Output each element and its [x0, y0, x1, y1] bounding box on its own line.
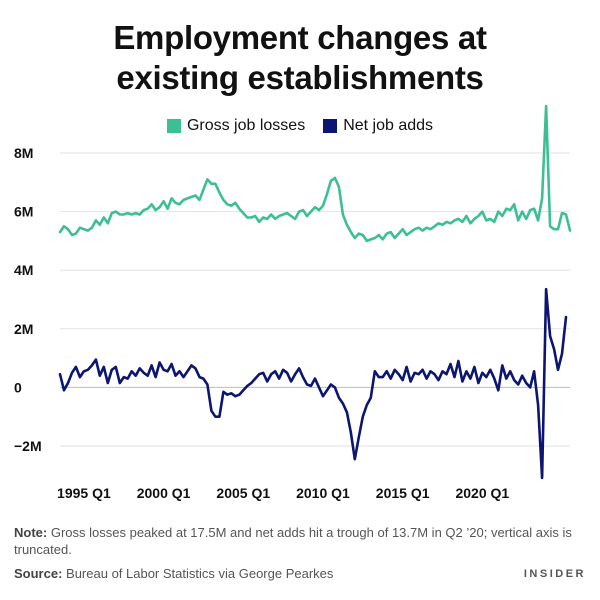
source-line: Source: Bureau of Labor Statistics via G…	[14, 566, 333, 581]
source-text: Bureau of Labor Statistics via George Pe…	[66, 566, 334, 581]
y-tick-label: 0	[14, 379, 22, 395]
publisher-logo: INSIDER	[523, 568, 586, 580]
legend-item-gross-job-losses: Gross job losses	[166, 116, 306, 136]
y-tick-label: 4M	[14, 262, 33, 278]
series-line-gross-job-losses	[58, 104, 572, 243]
footnote: Note: Gross losses peaked at 17.5M and n…	[14, 524, 586, 558]
legend-swatch-gross-job-losses	[166, 119, 181, 133]
chart-title: Employment changes at existing establish…	[0, 18, 600, 98]
legend-item-net-job-adds: Net job adds	[323, 116, 433, 136]
legend-swatch-net-job-adds	[323, 119, 338, 133]
note-label: Note:	[14, 525, 48, 540]
y-tick-label: 6M	[14, 204, 33, 220]
source-label: Source:	[14, 566, 63, 581]
legend-label-gross-job-losses: Gross job losses	[186, 117, 306, 134]
x-tick-label: 1995 Q1	[57, 485, 111, 501]
chart-title-line-2: existing establishments	[116, 59, 484, 96]
gridlines	[60, 152, 570, 447]
chart-title-line-1: Employment changes at	[113, 19, 487, 56]
series-line-net-job-adds	[58, 287, 568, 480]
legend: Gross job losses Net job adds	[0, 116, 600, 136]
note-text: Gross losses peaked at 17.5M and net add…	[14, 525, 572, 557]
x-axis-tick-labels: 1995 Q1 2000 Q1 2005 Q1 2010 Q1 2015 Q1 2020 …	[57, 485, 509, 501]
legend-label-net-job-adds: Net job adds	[343, 117, 434, 134]
y-axis-tick-labels: 8M 6M 4M 2M 0 −2M	[14, 145, 42, 454]
y-tick-label: −2M	[14, 438, 42, 454]
x-tick-label: 2000 Q1	[137, 485, 191, 501]
x-tick-label: 2020 Q1	[455, 485, 509, 501]
x-tick-label: 2010 Q1	[296, 485, 350, 501]
y-tick-label: 2M	[14, 321, 33, 337]
series-lines	[58, 104, 572, 480]
y-tick-label: 8M	[14, 145, 33, 161]
x-tick-label: 2005 Q1	[216, 485, 270, 501]
x-tick-label: 2015 Q1	[376, 485, 430, 501]
